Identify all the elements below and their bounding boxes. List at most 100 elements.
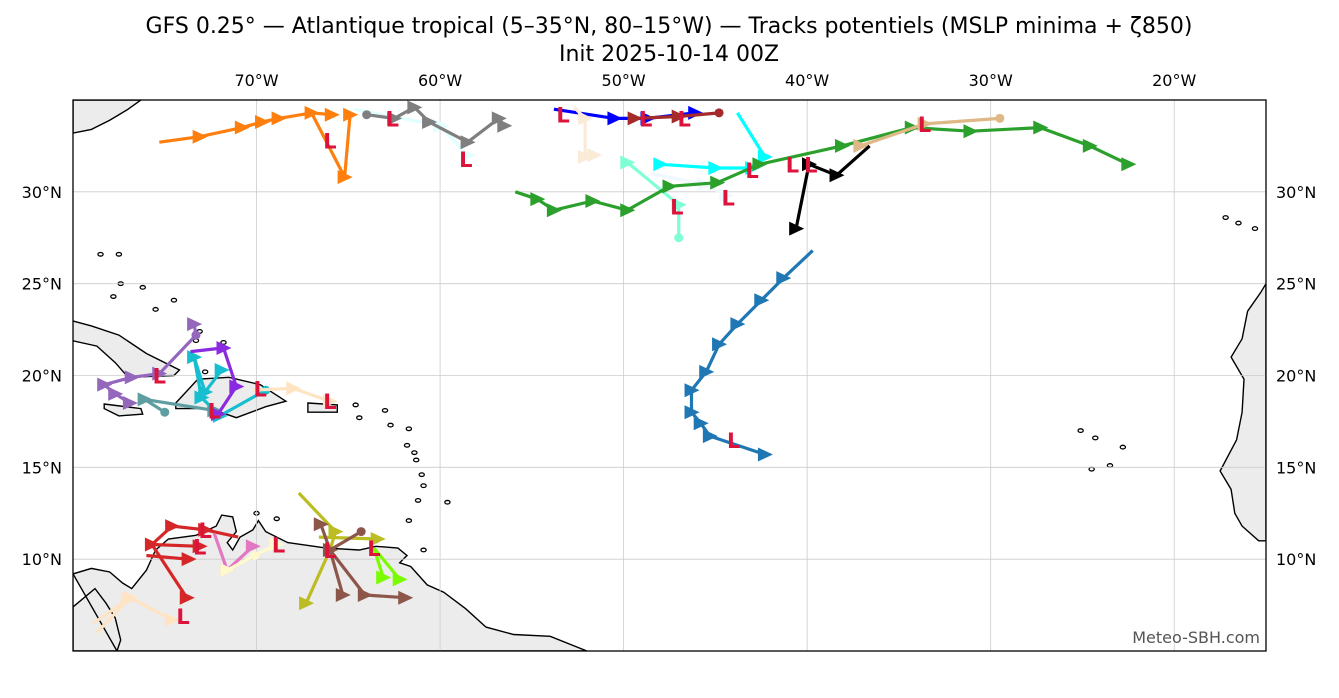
track-start-dot (674, 233, 684, 243)
island (414, 497, 422, 503)
island (352, 402, 359, 408)
track-position-marker (530, 192, 546, 207)
track-line (328, 549, 345, 596)
land-jamaica (103, 403, 144, 417)
track-position-marker (1033, 120, 1049, 135)
lat-tick-label-left: 15°N (22, 458, 62, 477)
lon-tick-label: 60°W (418, 71, 462, 90)
track-position-marker (710, 175, 726, 190)
track-position-marker (387, 111, 403, 126)
lat-tick-label-right: 20°N (1276, 367, 1316, 386)
low-pressure-marker: L (386, 107, 399, 131)
track-position-marker (963, 124, 979, 139)
island (115, 251, 123, 257)
track-position-marker (152, 366, 168, 381)
island (1235, 220, 1242, 226)
lon-tick-label: 70°W (234, 71, 278, 90)
island (1106, 463, 1114, 468)
track-12 (684, 249, 814, 462)
track-line (226, 554, 256, 572)
track-position-marker (187, 350, 203, 365)
low-pressure-marker: L (323, 539, 336, 563)
track-0 (159, 105, 359, 185)
track-position-marker (662, 179, 678, 194)
low-pressure-marker: L (786, 153, 799, 177)
island (273, 516, 280, 522)
track-position-marker (546, 203, 562, 218)
track-position-marker (121, 592, 137, 607)
lon-tick-label: 40°W (785, 71, 829, 90)
track-position-marker (460, 135, 476, 150)
track-position-marker (214, 362, 230, 377)
island (139, 284, 146, 290)
low-pressure-marker: L (323, 129, 336, 153)
track-position-marker (220, 563, 236, 578)
island (1077, 428, 1084, 434)
island (1282, 219, 1287, 223)
low-pressure-marker: L (254, 377, 267, 401)
track-line (150, 524, 206, 548)
credit-label: Meteo-SBH.com (1132, 628, 1260, 647)
track-line (297, 491, 338, 604)
track-line (150, 543, 189, 599)
track-position-marker (407, 100, 423, 115)
track-position-marker (712, 337, 728, 352)
track-start-dot (160, 407, 170, 417)
island (405, 426, 413, 432)
axis-tick-labels: 70°W 60°W 50°W 40°W 30°W 20°W 10°N 10°N 15°N 15°N… (22, 71, 1317, 569)
low-pressure-marker: L (556, 104, 569, 128)
tracks-layer (92, 100, 1137, 634)
track-position-marker (376, 570, 392, 585)
track-position-marker (124, 370, 140, 385)
track-position-marker (587, 148, 603, 163)
island (1088, 466, 1095, 472)
track-position-marker (917, 116, 933, 131)
track-position-marker (627, 111, 643, 126)
lat-tick-label-left: 25°N (22, 275, 62, 294)
track-position-marker (286, 381, 302, 396)
track-11 (789, 144, 871, 236)
track-position-marker (229, 379, 245, 394)
track-start-dot (362, 110, 372, 120)
low-pressure-marker: L (198, 519, 211, 543)
island (170, 297, 178, 303)
track-position-marker (137, 392, 153, 407)
lat-tick-label-left: 10°N (22, 550, 62, 569)
track-7 (620, 155, 687, 243)
track-position-marker (198, 385, 214, 400)
low-pressure-marker: L (272, 533, 285, 557)
island (1092, 435, 1099, 441)
title-line-2: Init 2025-10-14 00Z (559, 42, 779, 67)
map-frame (72, 99, 1267, 652)
track-position-marker (684, 383, 700, 398)
island (97, 251, 104, 257)
island (110, 294, 117, 299)
low-pressure-marker: L (323, 390, 336, 414)
track-position-marker (578, 149, 594, 164)
low-pressure-marker: L (804, 153, 817, 177)
track-position-marker (210, 407, 226, 422)
track-18 (144, 519, 239, 605)
track-22 (313, 517, 414, 605)
low-pressure-marker: L (153, 365, 166, 389)
lat-tick-label-left: 30°N (22, 183, 62, 202)
track-position-marker (684, 405, 700, 420)
track-position-marker (357, 587, 373, 602)
low-pressure-marker: L (208, 399, 221, 423)
track-position-marker (1082, 138, 1098, 153)
track-line (794, 144, 871, 229)
low-pressure-marker: L (677, 107, 690, 131)
track-position-marker (299, 596, 315, 611)
track-position-marker (801, 157, 817, 172)
track-position-marker (216, 340, 232, 355)
island (420, 547, 427, 553)
island (387, 422, 394, 428)
low-pressure-marker: L (722, 186, 735, 210)
track-line (204, 528, 239, 539)
track-position-marker (234, 120, 250, 135)
track-start-dot (995, 113, 1005, 123)
track-line (192, 355, 267, 418)
track-position-marker (835, 138, 851, 153)
track-20 (220, 537, 285, 578)
